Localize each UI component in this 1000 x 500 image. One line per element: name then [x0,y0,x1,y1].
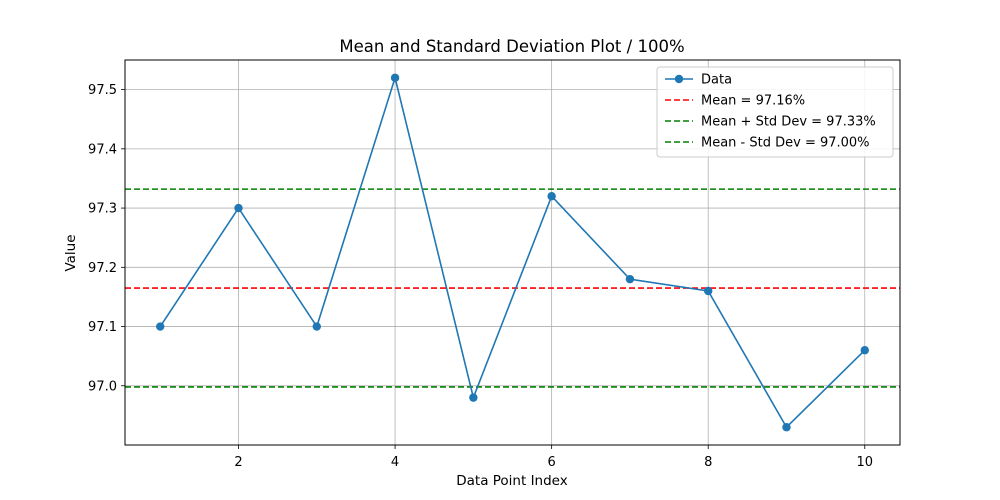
y-tick-label: 97.3 [88,202,117,217]
legend-entry-label: Mean - Std Dev = 97.00% [701,136,870,151]
x-tick-label: 6 [548,455,556,470]
data-point [469,393,478,402]
reference-lines [125,188,900,388]
data-point [782,423,791,432]
x-tick-label: 8 [704,455,712,470]
legend-box [656,66,894,158]
data-point [860,346,869,355]
x-axis: 2 4 6 8 10 [234,445,873,470]
series-line [159,74,866,429]
y-tick-label: 97.5 [88,83,117,98]
data-point [390,73,400,82]
y-axis-label: Value [63,234,79,271]
data-point [234,203,243,213]
legend-swatch-marker [674,74,684,84]
data-point [704,286,713,296]
legend-entry-label: Mean = 97.16% [701,94,805,109]
chart-title: Mean and Standard Deviation Plot / 100% [339,37,684,56]
y-tick-label: 97.0 [88,379,117,394]
x-tick-label: 2 [234,455,242,470]
legend-entry-label: Data [701,73,732,88]
legend: Data Mean = 97.16% Mean + Std Dev = 97.33%… [656,66,894,158]
data-point [312,322,321,331]
y-tick-label: 97.2 [88,261,117,276]
legend-entry-label: Mean + Std Dev = 97.33% [701,115,876,130]
y-tick-label: 97.4 [88,142,117,157]
plot-frame [124,59,901,446]
data-point [625,274,635,284]
y-axis: 97.0 97.1 97.2 97.3 97.4 97.5 [88,83,125,394]
x-tick-label: 4 [391,455,399,470]
x-tick-label: 10 [856,455,873,470]
data-point [547,192,556,201]
series-group [156,73,869,432]
y-tick-label: 97.1 [88,320,117,335]
data-point [156,322,165,331]
x-axis-label: Data Point Index [456,473,568,489]
